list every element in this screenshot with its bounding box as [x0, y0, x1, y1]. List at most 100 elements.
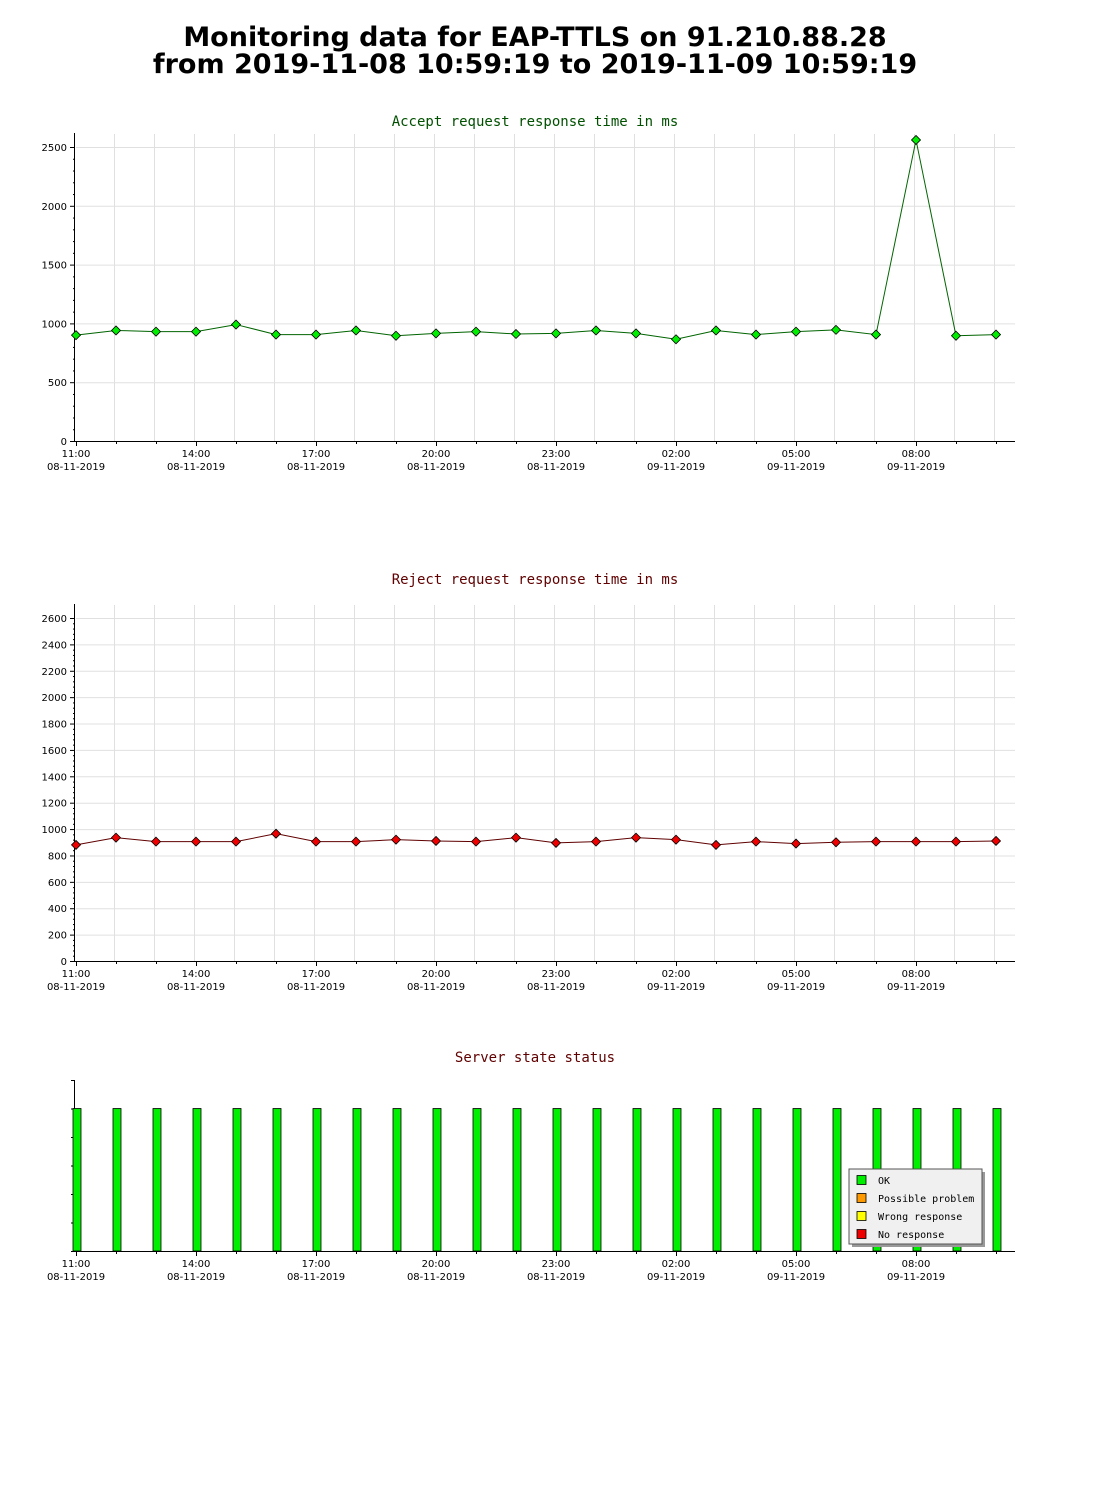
accept-data-point [470, 326, 482, 337]
status-bar [352, 1108, 362, 1252]
accept-data-point [150, 326, 162, 337]
reject-x-date-label: 09-11-2019 [767, 982, 825, 993]
accept-data-point [630, 328, 642, 339]
reject-data-point [630, 832, 642, 843]
status-bar [592, 1108, 602, 1252]
status-axes: 11:00 08-11-2019 14:00 08-11-2019 17:00 08-11… [47, 1080, 1015, 1283]
status-x-time-label: 14:00 [182, 1259, 211, 1270]
status-bar [752, 1108, 762, 1252]
accept-data-point [590, 325, 602, 336]
accept-x-date-label: 08-11-2019 [287, 462, 345, 473]
accept-x-time-label: 20:00 [422, 449, 451, 460]
accept-x-time-label: 02:00 [662, 449, 691, 460]
accept-x-time-label: 23:00 [542, 449, 571, 460]
accept-data-point [790, 326, 802, 337]
status-bar [152, 1108, 162, 1252]
accept-data-point [190, 326, 202, 337]
reject-x-time-label: 08:00 [902, 969, 931, 980]
status-x-date-label: 09-11-2019 [767, 1272, 825, 1283]
reject-x-date-label: 08-11-2019 [287, 982, 345, 993]
reject-data-point [790, 838, 802, 849]
reject-data-point [990, 835, 1002, 847]
reject-data-point [230, 836, 242, 847]
reject-data-point [110, 832, 122, 843]
accept-data-point [230, 319, 242, 330]
reject-y-label: 1200 [42, 799, 67, 810]
reject-x-time-label: 05:00 [782, 969, 811, 980]
accept-x-date-label: 08-11-2019 [527, 462, 585, 473]
legend-label-possible-problem: Possible problem [878, 1194, 974, 1205]
legend-swatch-no-response [856, 1229, 867, 1239]
reject-x-time-label: 17:00 [302, 969, 331, 980]
status-bar [512, 1108, 522, 1252]
accept-x-date-label: 08-11-2019 [407, 462, 465, 473]
reject-response-chart: Reject request response time in ms 0 200 4… [42, 572, 1015, 993]
status-x-date-label: 08-11-2019 [167, 1272, 225, 1283]
status-legend: OK Possible problem Wrong response No respo… [848, 1168, 985, 1247]
accept-response-chart: Accept request response time in ms 0 500 1… [42, 114, 1015, 473]
accept-y-label: 500 [48, 378, 67, 389]
reject-x-time-label: 20:00 [422, 969, 451, 980]
accept-x-date-label: 09-11-2019 [647, 462, 705, 473]
status-x-time-label: 02:00 [662, 1259, 691, 1270]
status-x-date-label: 09-11-2019 [647, 1272, 705, 1283]
reject-data-point [550, 837, 562, 848]
reject-data-point [190, 836, 202, 847]
reject-data-point [350, 836, 362, 847]
accept-y-label: 2500 [42, 143, 67, 154]
reject-axes: 0 200 400 600 800 1000 1200 1400 1600 1800 2000 220… [42, 604, 1015, 993]
reject-series [70, 828, 1002, 850]
status-bar [312, 1108, 322, 1252]
reject-y-label: 2000 [42, 693, 67, 704]
accept-data-point [350, 325, 362, 336]
status-x-date-label: 09-11-2019 [887, 1272, 945, 1283]
status-x-time-label: 08:00 [902, 1259, 931, 1270]
accept-data-point [510, 328, 522, 340]
status-bar [112, 1108, 122, 1252]
accept-x-date-label: 09-11-2019 [887, 462, 945, 473]
reject-data-point [950, 836, 962, 847]
legend-label-wrong-response: Wrong response [878, 1212, 962, 1223]
reject-x-date-label: 08-11-2019 [527, 982, 585, 993]
status-bar [272, 1108, 282, 1252]
reject-x-date-label: 09-11-2019 [647, 982, 705, 993]
reject-data-point [830, 837, 842, 848]
accept-data-point [870, 329, 882, 340]
accept-data-point [270, 329, 282, 340]
accept-series [70, 134, 1002, 345]
legend-swatch-possible-problem [856, 1193, 867, 1203]
reject-y-label: 200 [48, 931, 67, 942]
reject-x-date-label: 08-11-2019 [47, 982, 105, 993]
status-bar [72, 1108, 82, 1252]
accept-grid [76, 134, 1015, 441]
reject-y-label: 400 [48, 904, 67, 915]
accept-series-line [75, 139, 997, 340]
reject-data-point [870, 836, 882, 847]
accept-axes: 0 500 1000 1500 2000 2500 11:00 08-11-2019 14:00… [42, 133, 1015, 473]
status-bar [552, 1108, 562, 1252]
accept-data-point [430, 328, 442, 339]
status-bar [712, 1108, 722, 1252]
status-bar [432, 1108, 442, 1252]
accept-x-time-label: 14:00 [182, 449, 211, 460]
reject-x-time-label: 23:00 [542, 969, 571, 980]
reject-data-point [150, 836, 162, 847]
legend-label-ok: OK [878, 1176, 890, 1187]
status-x-date-label: 08-11-2019 [527, 1272, 585, 1283]
legend-swatch-wrong-response [856, 1211, 867, 1221]
status-x-date-label: 08-11-2019 [287, 1272, 345, 1283]
title-line-2: from 2019-11-08 10:59:19 to 2019-11-09 1… [152, 49, 918, 80]
reject-y-label: 600 [48, 878, 67, 889]
reject-y-label: 2600 [42, 614, 67, 625]
status-x-time-label: 20:00 [422, 1259, 451, 1270]
page-title: Monitoring data for EAP-TTLS on 91.210.8… [0, 24, 1070, 78]
reject-y-label: 1000 [42, 825, 67, 836]
accept-x-date-label: 08-11-2019 [47, 462, 105, 473]
accept-data-point [390, 330, 402, 341]
accept-x-time-label: 17:00 [302, 449, 331, 460]
reject-data-point [310, 836, 322, 847]
reject-x-time-label: 14:00 [182, 969, 211, 980]
accept-x-time-label: 08:00 [902, 449, 931, 460]
reject-y-label: 2200 [42, 667, 67, 678]
reject-x-date-label: 08-11-2019 [407, 982, 465, 993]
